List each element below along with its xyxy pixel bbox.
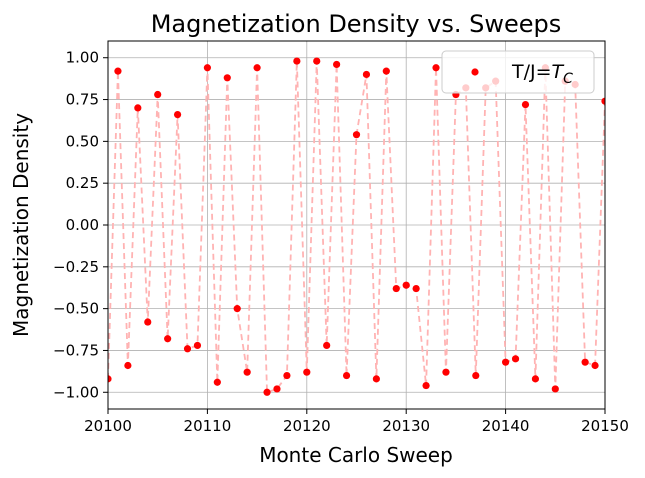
- y-tick-label: 0.75: [66, 91, 99, 109]
- data-point: [253, 64, 261, 72]
- legend: T/J=TC: [441, 50, 595, 94]
- data-point: [333, 60, 341, 69]
- data-point: [124, 361, 132, 370]
- data-point: [243, 368, 251, 376]
- data-point: [114, 67, 122, 75]
- data-point: [502, 358, 510, 366]
- data-point: [173, 111, 182, 119]
- data-point: [183, 345, 192, 353]
- chart-title: Magnetization Density vs. Sweeps: [151, 10, 562, 38]
- data-point: [432, 64, 440, 72]
- y-tick-label: −1.00: [53, 383, 99, 401]
- data-point: [362, 70, 371, 79]
- data-point: [382, 67, 390, 75]
- data-point: [108, 375, 112, 383]
- y-tick-label: −0.75: [53, 341, 99, 359]
- data-point: [223, 74, 231, 82]
- y-tick-label: −0.25: [53, 258, 99, 276]
- data-point: [551, 385, 559, 393]
- y-tick-label: 0.50: [66, 132, 99, 150]
- data-point: [581, 358, 589, 366]
- legend-box: [441, 50, 595, 94]
- y-tick-label: 0.25: [66, 174, 99, 192]
- data-point: [263, 388, 271, 396]
- data-point: [412, 284, 420, 293]
- series-line: [108, 61, 605, 394]
- y-tick-label: 1.00: [66, 49, 99, 67]
- legend-marker: [471, 68, 479, 76]
- data-point: [591, 361, 599, 370]
- data-point: [273, 385, 281, 393]
- data-point: [144, 318, 152, 326]
- data-point: [134, 104, 142, 112]
- y-axis-label: Magnetization Density: [9, 113, 33, 337]
- plot-area: [108, 57, 605, 396]
- data-point: [372, 375, 380, 383]
- legend-label: T/J=TC: [511, 61, 573, 87]
- data-point: [472, 371, 480, 380]
- data-point: [213, 378, 221, 386]
- data-point: [342, 371, 351, 380]
- data-point: [154, 90, 162, 99]
- y-axis: −1.00 −0.75 −0.50 −0.25 0.00 0.25 0.50 0.75 1.00: [53, 49, 108, 401]
- x-tick-label: 20140: [482, 417, 530, 435]
- data-point: [531, 375, 540, 383]
- x-tick-label: 20120: [283, 417, 331, 435]
- data-point: [323, 341, 331, 350]
- data-point: [193, 341, 202, 350]
- data-point: [233, 305, 241, 313]
- data-point: [164, 335, 172, 343]
- data-point: [392, 284, 400, 293]
- y-tick-label: −0.50: [53, 300, 99, 318]
- x-tick-label: 20110: [184, 417, 232, 435]
- x-tick-label: 20130: [382, 417, 430, 435]
- data-point: [601, 97, 605, 105]
- data-point: [313, 57, 321, 65]
- data-point: [293, 57, 301, 65]
- data-point: [442, 368, 450, 376]
- data-point: [352, 131, 361, 139]
- x-tick-label: 20100: [84, 417, 132, 435]
- y-tick-label: 0.00: [66, 216, 99, 234]
- data-point: [521, 100, 530, 109]
- data-point: [303, 368, 311, 376]
- data-point: [402, 281, 410, 289]
- x-tick-label: 20150: [581, 417, 629, 435]
- data-point: [203, 64, 211, 72]
- data-point: [511, 355, 520, 363]
- data-point: [422, 381, 430, 390]
- data-point: [283, 371, 291, 380]
- x-axis-label: Monte Carlo Sweep: [259, 443, 453, 467]
- x-axis: 20100 20110 20120 20130 20140 20150: [84, 409, 629, 435]
